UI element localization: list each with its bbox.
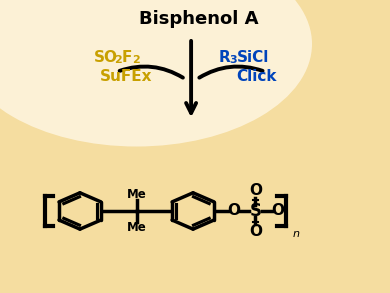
Text: SuFEx: SuFEx <box>99 69 152 84</box>
Text: 2: 2 <box>114 55 122 65</box>
Text: Me: Me <box>127 188 146 201</box>
Text: O: O <box>227 203 240 219</box>
Text: O: O <box>249 224 262 239</box>
Text: SO: SO <box>94 50 118 65</box>
Text: R: R <box>218 50 230 65</box>
Text: SiCl: SiCl <box>237 50 269 65</box>
Text: S: S <box>250 202 261 220</box>
Text: 2: 2 <box>133 55 140 65</box>
Text: O: O <box>249 183 262 198</box>
FancyArrowPatch shape <box>199 67 262 78</box>
Ellipse shape <box>0 0 312 146</box>
Text: F: F <box>122 50 132 65</box>
Text: Click: Click <box>236 69 277 84</box>
Text: Bisphenol A: Bisphenol A <box>139 10 259 28</box>
Text: O: O <box>271 203 284 219</box>
Text: 3: 3 <box>229 55 237 65</box>
Text: Me: Me <box>127 221 146 234</box>
FancyArrowPatch shape <box>120 67 183 78</box>
Text: n: n <box>293 229 300 239</box>
